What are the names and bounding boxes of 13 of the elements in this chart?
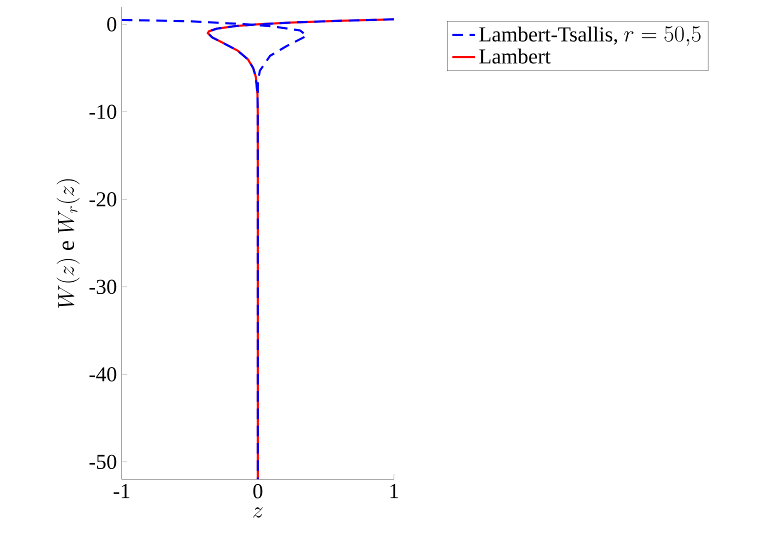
x-tick-label: 1 [390, 484, 398, 498]
x-tick-label: -1 [114, 484, 130, 498]
legend-label: $\text{Lambert}$ [479, 48, 551, 64]
y-tick-label: -30 [90, 280, 116, 294]
y-tick-label: 0 [107, 17, 116, 32]
y-tick-label: -40 [90, 367, 116, 382]
y-tick-label: -50 [90, 454, 116, 469]
legend-label: $\text{Lambert-Tsallis, } r = 50{,}5$ [479, 26, 701, 46]
y-axis-title: $W(z)\ \mathrm{e}\ W_r(z)$ [56, 179, 80, 308]
x-axis-title: $z$ [253, 507, 263, 518]
y-tick-label: -10 [90, 104, 116, 119]
x-tick-label: 0 [253, 484, 262, 498]
y-tick-label: -20 [90, 192, 116, 206]
